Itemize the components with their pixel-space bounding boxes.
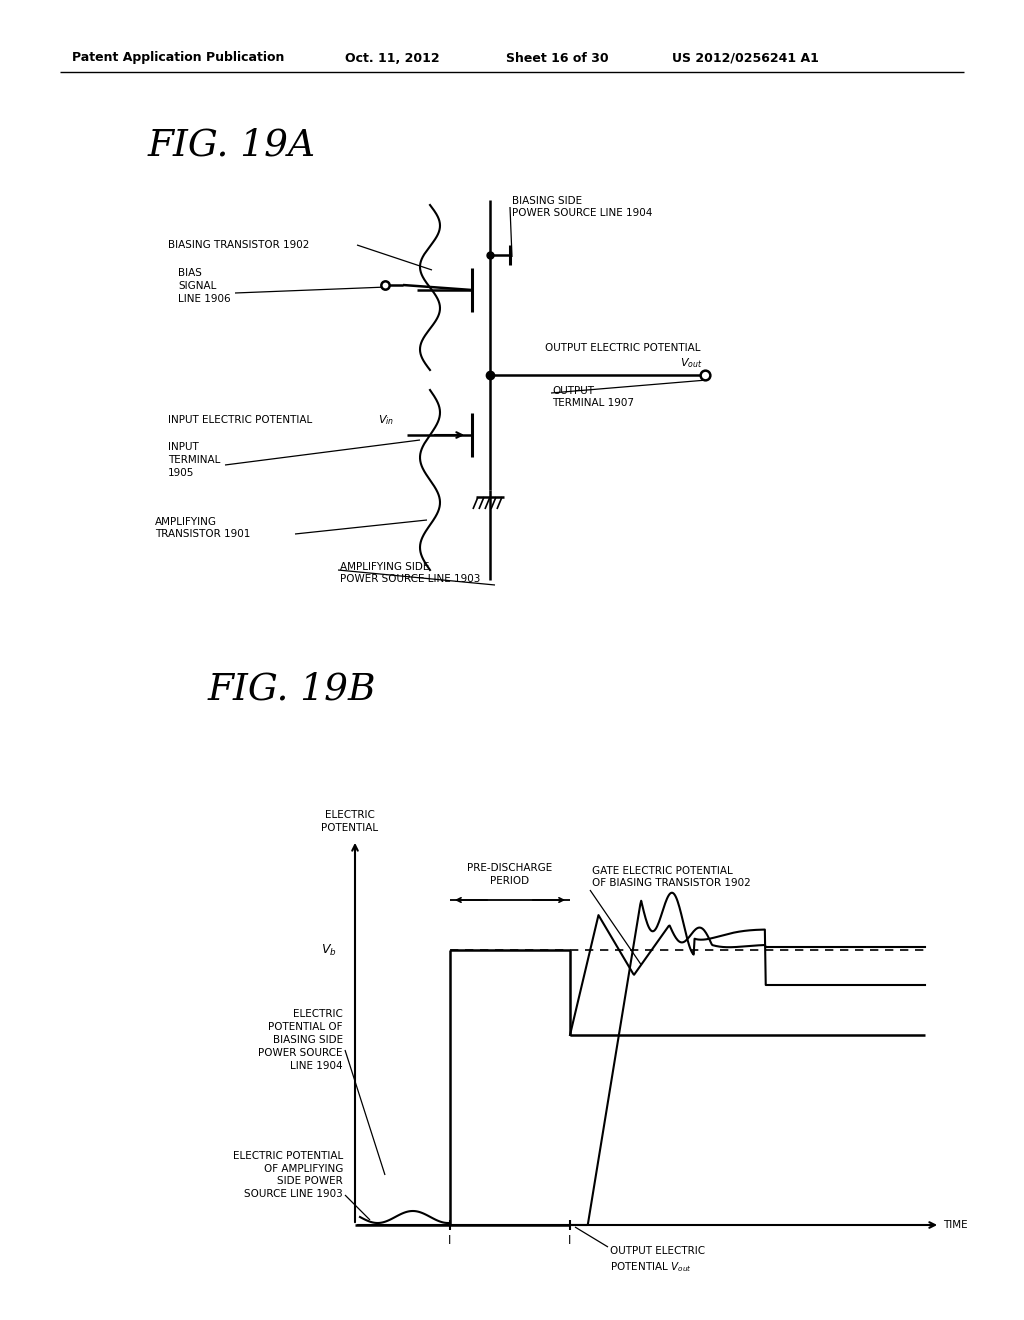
Text: INPUT
TERMINAL
1905: INPUT TERMINAL 1905 (168, 442, 220, 478)
Text: BIAS
SIGNAL
LINE 1906: BIAS SIGNAL LINE 1906 (178, 268, 230, 304)
Text: OUTPUT
TERMINAL 1907: OUTPUT TERMINAL 1907 (552, 385, 634, 408)
Text: TIME: TIME (943, 1220, 968, 1230)
Text: $V_{out}$: $V_{out}$ (680, 356, 702, 370)
Text: Patent Application Publication: Patent Application Publication (72, 51, 285, 65)
Text: FIG. 19B: FIG. 19B (208, 672, 377, 708)
Text: ELECTRIC
POTENTIAL OF
BIASING SIDE
POWER SOURCE
LINE 1904: ELECTRIC POTENTIAL OF BIASING SIDE POWER… (258, 1010, 343, 1071)
Text: AMPLIFYING
TRANSISTOR 1901: AMPLIFYING TRANSISTOR 1901 (155, 516, 251, 540)
Text: Oct. 11, 2012: Oct. 11, 2012 (345, 51, 439, 65)
Text: $V_{in}$: $V_{in}$ (378, 413, 394, 426)
Text: BIASING SIDE
POWER SOURCE LINE 1904: BIASING SIDE POWER SOURCE LINE 1904 (512, 195, 652, 218)
Text: I: I (568, 1234, 571, 1247)
Text: Sheet 16 of 30: Sheet 16 of 30 (506, 51, 608, 65)
Text: AMPLIFYING SIDE
POWER SOURCE LINE 1903: AMPLIFYING SIDE POWER SOURCE LINE 1903 (340, 561, 480, 585)
Text: ELECTRIC
POTENTIAL: ELECTRIC POTENTIAL (322, 810, 379, 833)
Text: OUTPUT ELECTRIC POTENTIAL: OUTPUT ELECTRIC POTENTIAL (545, 343, 700, 352)
Text: PRE-DISCHARGE
PERIOD: PRE-DISCHARGE PERIOD (467, 863, 553, 886)
Text: I: I (449, 1234, 452, 1247)
Text: $V_b$: $V_b$ (322, 942, 337, 957)
Text: ELECTRIC POTENTIAL
OF AMPLIFYING
SIDE POWER
SOURCE LINE 1903: ELECTRIC POTENTIAL OF AMPLIFYING SIDE PO… (232, 1151, 343, 1199)
Text: BIASING TRANSISTOR 1902: BIASING TRANSISTOR 1902 (168, 240, 309, 249)
Text: US 2012/0256241 A1: US 2012/0256241 A1 (672, 51, 819, 65)
Text: INPUT ELECTRIC POTENTIAL: INPUT ELECTRIC POTENTIAL (168, 414, 312, 425)
Text: GATE ELECTRIC POTENTIAL
OF BIASING TRANSISTOR 1902: GATE ELECTRIC POTENTIAL OF BIASING TRANS… (592, 866, 751, 888)
Text: OUTPUT ELECTRIC
POTENTIAL $V_{out}$: OUTPUT ELECTRIC POTENTIAL $V_{out}$ (610, 1246, 706, 1274)
Text: FIG. 19A: FIG. 19A (148, 127, 316, 162)
